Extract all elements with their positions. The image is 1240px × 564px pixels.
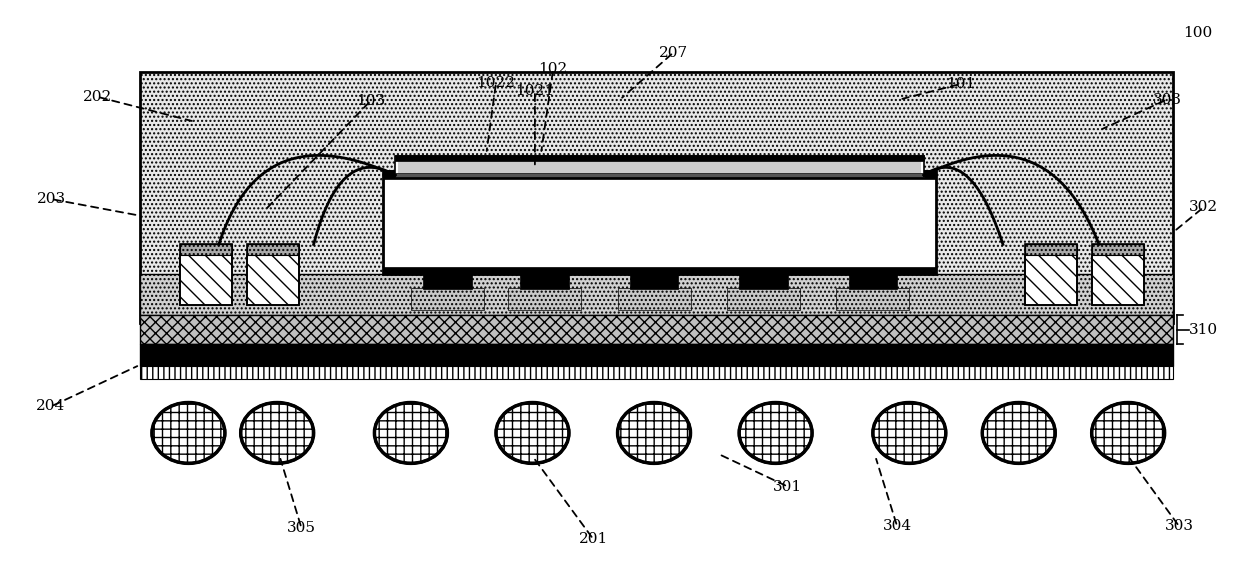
Text: 201: 201 (579, 532, 608, 546)
Bar (848, 274, 898, 289)
Bar (837, 288, 909, 310)
Text: 303: 303 (1164, 519, 1194, 534)
Ellipse shape (739, 403, 812, 464)
Ellipse shape (873, 403, 946, 464)
Ellipse shape (1091, 403, 1164, 464)
Text: 203: 203 (36, 192, 66, 206)
Text: 207: 207 (658, 46, 688, 60)
Bar (140, 344, 1173, 366)
Text: 304: 304 (883, 519, 911, 534)
Text: 202: 202 (83, 90, 112, 104)
Ellipse shape (618, 403, 691, 464)
Bar (630, 274, 678, 289)
Ellipse shape (241, 403, 314, 464)
Text: 303: 303 (1152, 92, 1182, 107)
Ellipse shape (496, 403, 569, 464)
Bar (247, 244, 299, 305)
Bar (247, 255, 299, 305)
Bar (180, 255, 232, 305)
Bar (727, 288, 800, 310)
Bar (398, 160, 921, 173)
Text: 1021: 1021 (516, 84, 554, 98)
Text: 302: 302 (1189, 200, 1218, 214)
Bar (180, 244, 232, 305)
Bar (396, 156, 924, 177)
Text: 305: 305 (286, 521, 316, 535)
Bar (396, 173, 924, 177)
Text: 310: 310 (1189, 323, 1218, 337)
Text: 301: 301 (774, 479, 802, 494)
Bar (180, 244, 232, 255)
Ellipse shape (982, 403, 1055, 464)
Bar (140, 72, 1173, 324)
Bar (1024, 244, 1078, 305)
Bar (1091, 244, 1145, 255)
Bar (247, 244, 299, 255)
Bar (140, 274, 1173, 315)
Bar (383, 171, 936, 274)
Bar (383, 170, 936, 179)
Bar (383, 267, 936, 274)
Text: 102: 102 (538, 62, 568, 76)
Bar (396, 155, 924, 161)
Bar (1091, 244, 1145, 305)
Bar (410, 288, 484, 310)
Bar (1024, 244, 1078, 255)
Bar (739, 274, 787, 289)
Bar (140, 366, 1173, 379)
Bar (521, 274, 569, 289)
Text: 1022: 1022 (476, 76, 516, 90)
Text: 100: 100 (1183, 26, 1211, 40)
Bar (1024, 255, 1078, 305)
Bar (618, 288, 691, 310)
Ellipse shape (153, 403, 224, 464)
Bar (508, 288, 582, 310)
Text: 103: 103 (356, 94, 386, 108)
Bar (1091, 255, 1145, 305)
Bar (423, 274, 471, 289)
Text: 204: 204 (36, 399, 66, 413)
Ellipse shape (374, 403, 448, 464)
Text: 101: 101 (946, 77, 975, 91)
Bar (140, 315, 1173, 344)
